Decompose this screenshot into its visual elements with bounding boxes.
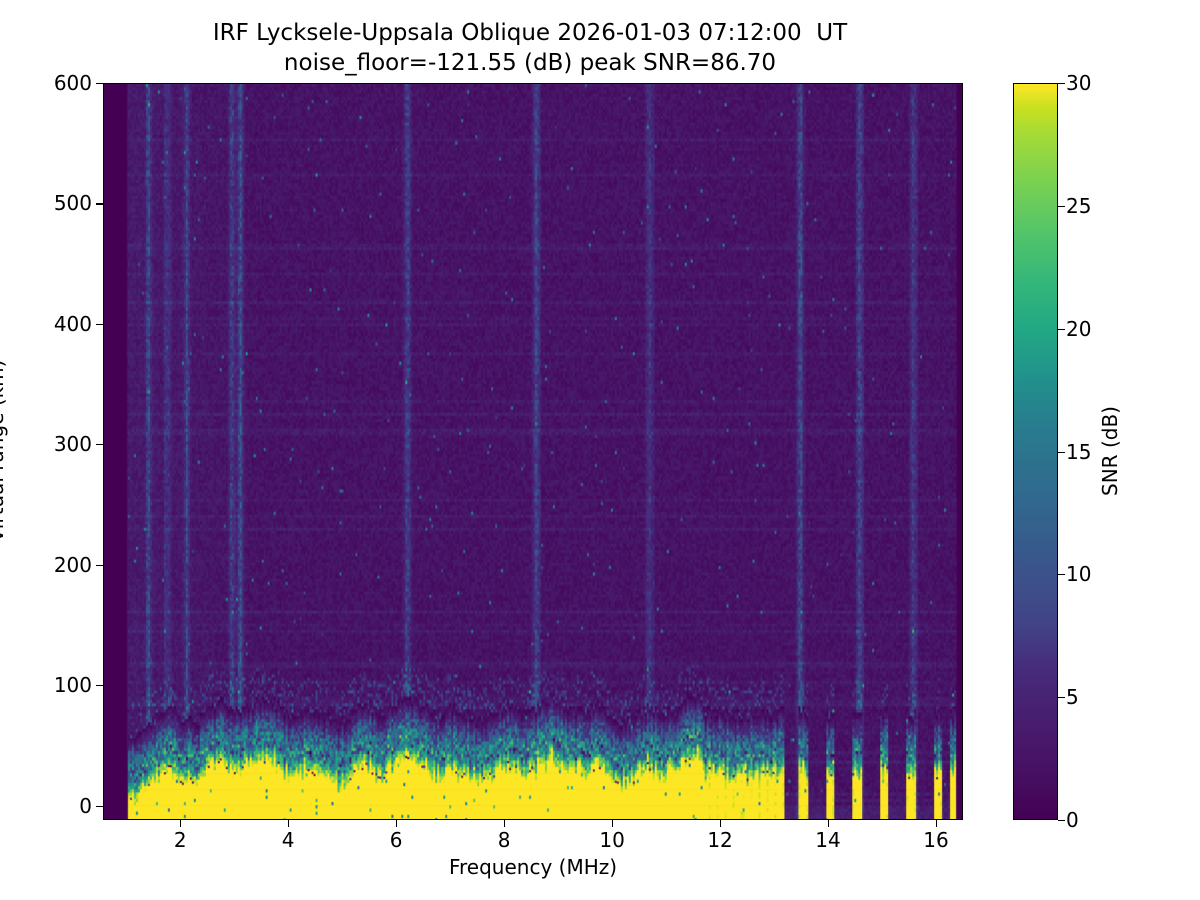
x-tick-mark (288, 820, 290, 827)
colorbar-tick-label: 20 (1066, 316, 1092, 341)
y-tick-mark (96, 805, 103, 807)
colorbar-tick-label: 10 (1066, 562, 1092, 587)
colorbar-tick-mark (1058, 820, 1065, 822)
x-tick-mark (180, 820, 182, 827)
x-tick-label: 14 (815, 828, 841, 852)
x-tick-label: 16 (923, 828, 949, 852)
y-tick-mark (96, 323, 103, 325)
y-tick-label: 400 (53, 311, 92, 336)
y-tick-mark (96, 444, 103, 446)
colorbar-tick-mark (1058, 574, 1065, 576)
y-tick-mark (96, 685, 103, 687)
y-tick-label: 100 (53, 673, 92, 698)
x-tick-mark (396, 820, 398, 827)
colorbar (1013, 83, 1058, 820)
colorbar-tick-mark (1058, 697, 1065, 699)
colorbar-tick-mark (1058, 451, 1065, 453)
x-tick-label: 10 (599, 828, 625, 852)
y-tick-label: 600 (53, 71, 92, 95)
x-axis-label: Frequency (MHz) (448, 855, 618, 879)
colorbar-tick-label: 30 (1066, 71, 1092, 95)
y-tick-label: 200 (53, 552, 92, 577)
y-tick-mark (96, 83, 103, 85)
colorbar-tick-label: 25 (1066, 193, 1092, 218)
y-tick-label: 0 (79, 793, 92, 818)
title-line-1: IRF Lycksele-Uppsala Oblique 2026-01-03 … (212, 20, 848, 46)
colorbar-tick-mark (1058, 328, 1065, 330)
colorbar-label: SNR (dB) (1098, 406, 1122, 496)
x-tick-label: 12 (707, 828, 733, 852)
y-tick-mark (96, 203, 103, 205)
x-tick-mark (720, 820, 722, 827)
x-tick-mark (936, 820, 938, 827)
colorbar-tick-label: 0 (1066, 808, 1079, 832)
x-tick-label: 8 (497, 828, 511, 852)
x-tick-label: 6 (389, 828, 403, 852)
ionogram-heatmap (104, 84, 962, 819)
x-tick-mark (612, 820, 614, 827)
y-axis-label: Virtual range (km) (0, 359, 8, 543)
colorbar-tick-mark (1058, 83, 1065, 85)
plot-axes (103, 83, 963, 820)
figure-title: IRF Lycksele-Uppsala Oblique 2026-01-03 … (0, 18, 1060, 78)
x-tick-label: 4 (281, 828, 295, 852)
y-tick-label: 300 (53, 432, 92, 457)
y-tick-label: 500 (53, 191, 92, 216)
colorbar-tick-label: 5 (1066, 685, 1079, 710)
colorbar-tick-mark (1058, 205, 1065, 207)
x-tick-label: 2 (173, 828, 187, 852)
y-tick-mark (96, 564, 103, 566)
x-tick-mark (828, 820, 830, 827)
title-line-2: noise_floor=-121.55 (dB) peak SNR=86.70 (283, 50, 777, 76)
x-tick-mark (504, 820, 506, 827)
colorbar-tick-label: 15 (1066, 439, 1092, 464)
